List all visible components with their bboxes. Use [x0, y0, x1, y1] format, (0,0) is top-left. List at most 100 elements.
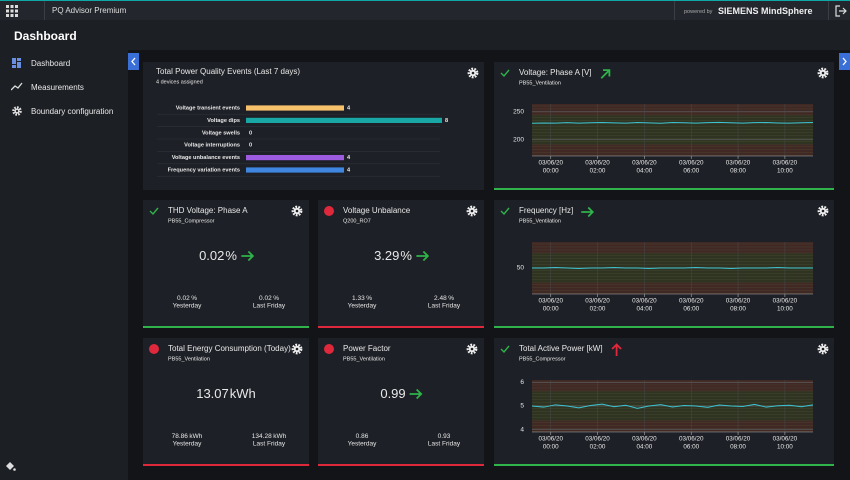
y-tick-label: 250	[513, 109, 524, 116]
trend-arrow	[611, 343, 622, 356]
settings-button[interactable]	[291, 205, 303, 217]
boundary-band	[532, 282, 813, 294]
x-tick-date: 03/06/20	[773, 298, 798, 305]
trend-arrow-shape	[611, 343, 622, 356]
gear-teeth	[291, 343, 303, 355]
gear-hole	[821, 71, 825, 75]
device-name: PB55_Ventilation	[168, 356, 210, 362]
x-tick-date: 03/06/20	[632, 160, 657, 167]
x-tick-time: 04:00	[637, 444, 653, 451]
comparison-label: Last Friday	[253, 441, 286, 448]
bar	[246, 105, 344, 111]
kpi-number: 0.99	[380, 386, 405, 401]
settings-button[interactable]	[291, 343, 303, 355]
widget-title: Total Active Power [kW]	[519, 344, 603, 353]
nav-item[interactable]: Dashboard	[31, 59, 71, 68]
x-tick-time: 04:00	[637, 168, 653, 175]
comparison-label: Yesterday	[348, 303, 377, 310]
x-tick-time: 06:00	[683, 306, 699, 313]
status-bar	[143, 464, 309, 466]
device-name: PB55_Ventilation	[343, 356, 385, 362]
comparison-number: 0.02	[259, 295, 272, 302]
widget-title: Frequency [Hz]	[519, 206, 573, 215]
status-alert-icon	[149, 344, 159, 354]
dashboard-icon	[12, 58, 21, 68]
trend-arrow-shape	[409, 388, 423, 400]
settings-button[interactable]	[817, 67, 829, 79]
status-ok-icon	[500, 345, 510, 354]
value-label: 0	[249, 130, 252, 136]
status-bar	[494, 326, 834, 328]
x-tick-date: 03/06/20	[538, 298, 563, 305]
logout-icon[interactable]	[835, 5, 847, 17]
theme-icon[interactable]	[4, 460, 16, 472]
category-label: Voltage transient events	[176, 105, 240, 111]
settings-button[interactable]	[466, 205, 478, 217]
gear-hole	[295, 347, 299, 351]
trend-widget-canvas: Total Active Power [kW] PB55_Compressor 4 5…	[494, 343, 834, 466]
settings-button[interactable]	[817, 343, 829, 355]
status-ok-icon	[149, 207, 159, 216]
comparison-value: 0.86	[356, 433, 369, 440]
trend-arrow	[600, 69, 611, 79]
settings-button[interactable]	[466, 343, 478, 355]
trend-arrow	[416, 250, 430, 262]
gear-hole	[471, 71, 475, 75]
comparison-unit: %	[191, 295, 197, 302]
collapse-right-button[interactable]	[839, 53, 850, 70]
x-tick-time: 10:00	[777, 168, 793, 175]
device-name: PB55_Ventilation	[519, 80, 561, 86]
device-name: PB55_Ventilation	[519, 218, 561, 224]
kpi-value: 3.29%	[374, 248, 412, 263]
bar	[246, 155, 344, 161]
comparison-unit: kWh	[273, 433, 286, 440]
y-tick-label: 5	[520, 403, 524, 410]
nav-item[interactable]: Boundary configuration	[31, 107, 114, 116]
comparison-value: 78.86 kWh	[172, 433, 203, 440]
kpi-value: 0.99	[380, 386, 405, 401]
comparison-label: Last Friday	[428, 441, 461, 448]
gear-teeth	[466, 343, 478, 355]
value-label: 0	[249, 143, 252, 149]
status-bar	[318, 326, 484, 328]
bar	[246, 117, 442, 123]
kpi-unit: kWh	[230, 386, 256, 401]
status-bar	[318, 464, 484, 466]
events-widget-canvas: Total Power Quality Events (Last 7 days)…	[156, 67, 479, 177]
settings-button[interactable]	[467, 67, 479, 79]
widget-title: Voltage: Phase A [V]	[519, 68, 592, 77]
x-tick-time: 04:00	[637, 306, 653, 313]
trend-widget: Frequency [Hz] PB55_Ventilation 50 03/06/20…	[494, 200, 834, 328]
line	[531, 121, 814, 124]
value-label: 4	[347, 155, 351, 161]
trend-arrow-shape	[416, 250, 430, 262]
x-tick-date: 03/06/20	[726, 436, 751, 443]
boundary-band	[532, 380, 813, 392]
gear-teeth	[466, 205, 478, 217]
settings-button[interactable]	[817, 205, 829, 217]
comparison-number: 0.02	[177, 295, 190, 302]
trend-widget-canvas: Voltage: Phase A [V] PB55_Ventilation 200 2…	[494, 67, 834, 190]
y-tick-label: 6	[520, 379, 524, 386]
gear-hole	[821, 209, 825, 213]
comparison-value: 0.02%	[177, 295, 197, 302]
comparison-unit: kWh	[189, 433, 202, 440]
kpi-number: 13.07	[196, 386, 229, 401]
x-tick-date: 03/06/20	[538, 160, 563, 167]
status-bar	[494, 188, 834, 190]
x-tick-time: 06:00	[683, 168, 699, 175]
device-name: PB55_Compressor	[519, 356, 566, 362]
widget-title: Power Factor	[343, 344, 391, 353]
boundary-band	[532, 420, 813, 432]
collapse-left-button[interactable]	[128, 53, 139, 70]
nav-item[interactable]: Measurements	[31, 83, 84, 92]
app-menu-icon[interactable]	[6, 5, 18, 17]
boundary-band	[532, 144, 813, 156]
x-tick-date: 03/06/20	[726, 160, 751, 167]
x-tick-date: 03/06/20	[679, 298, 704, 305]
status-alert-icon	[324, 344, 334, 354]
category-label: Voltage interruptions	[184, 143, 240, 149]
trend-widget: Total Active Power [kW] PB55_Compressor 4 5…	[494, 338, 834, 466]
kpi-value: 0.02%	[199, 248, 237, 263]
